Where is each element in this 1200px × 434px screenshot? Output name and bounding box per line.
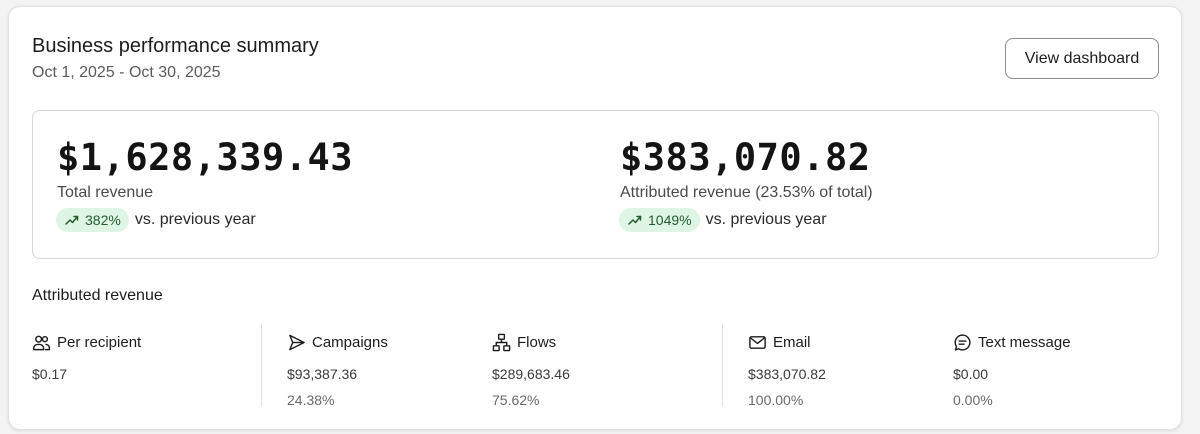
date-range: Oct 1, 2025 - Oct 30, 2025 [32, 64, 221, 81]
attributed-revenue-amount: $383,070.82 [620, 136, 871, 179]
card-title: Business performance summary [32, 35, 319, 57]
column-label: Per recipient [57, 333, 142, 351]
column-label: Flows [517, 333, 557, 351]
flow-icon [492, 333, 511, 351]
column-percent: 75.62% [492, 392, 540, 408]
attributed-revenue-heading: Attributed revenue [32, 287, 163, 304]
campaigns-column: Campaigns $93,387.36 24.38% [287, 331, 388, 413]
column-value: $0.00 [953, 366, 989, 382]
message-icon [954, 333, 971, 351]
column-percent: 100.00% [748, 392, 804, 408]
flows-column: Flows $289,683.46 75.62% [492, 331, 570, 413]
column-divider [261, 323, 262, 407]
attributed-revenue-label: Attributed revenue (23.53% of total) [620, 184, 873, 201]
column-label: Email [773, 333, 811, 351]
view-dashboard-button[interactable]: View dashboard [1005, 38, 1159, 79]
change-badge: 382% [56, 208, 129, 232]
column-label: Campaigns [312, 333, 388, 351]
send-icon [289, 334, 305, 350]
column-divider [722, 323, 723, 407]
change-percent: 1049% [648, 212, 692, 228]
total-revenue-change: 382% vs. previous year [56, 208, 256, 232]
column-value: $93,387.36 [287, 366, 358, 382]
column-value: $383,070.82 [748, 366, 826, 382]
attributed-revenue-change: 1049% vs. previous year [619, 208, 827, 232]
column-percent: 0.00% [953, 392, 993, 408]
email-column: Email $383,070.82 100.00% [748, 331, 826, 413]
change-badge: 1049% [619, 208, 700, 232]
performance-summary-card: Business performance summary Oct 1, 2025… [8, 6, 1182, 430]
column-label: Text message [978, 333, 1071, 351]
per-recipient-column: Per recipient $0.17 [32, 331, 141, 413]
trending-up-icon [65, 215, 79, 225]
revenue-summary-box: $1,628,339.43 Total revenue 382% vs. pre… [32, 110, 1159, 259]
comparison-text: vs. previous year [705, 211, 827, 228]
column-value: $289,683.46 [492, 366, 570, 382]
column-percent: 24.38% [287, 392, 335, 408]
change-percent: 382% [85, 212, 121, 228]
users-icon [32, 335, 51, 350]
total-revenue-label: Total revenue [57, 184, 154, 201]
mail-icon [749, 335, 766, 349]
text-message-column: Text message $0.00 0.00% [953, 331, 1071, 413]
total-revenue-amount: $1,628,339.43 [57, 136, 354, 179]
comparison-text: vs. previous year [134, 211, 256, 228]
column-value: $0.17 [32, 366, 68, 382]
trending-up-icon [628, 215, 642, 225]
